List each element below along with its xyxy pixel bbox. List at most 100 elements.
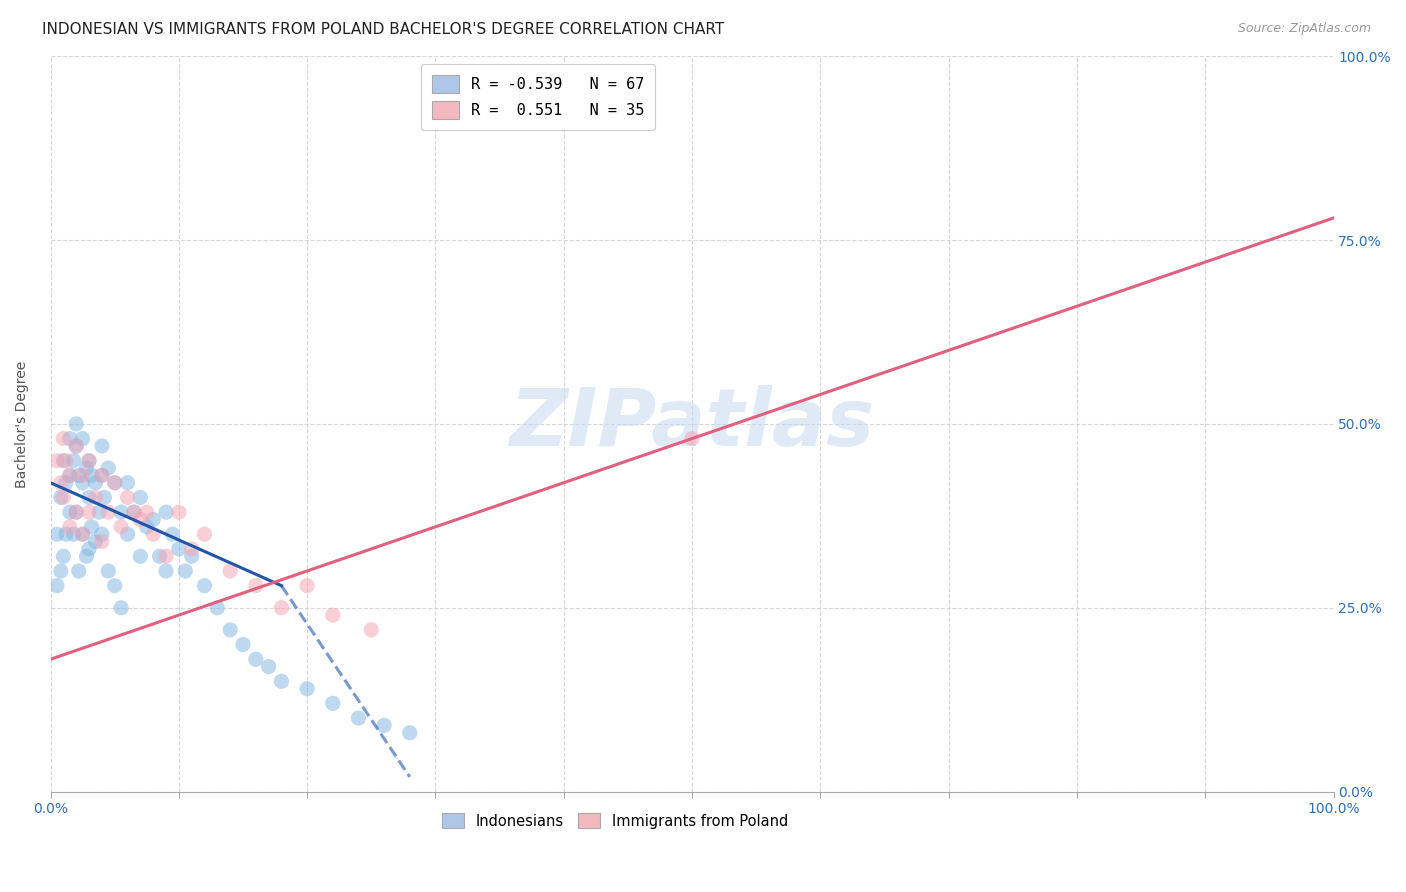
- Point: [90, 468, 112, 483]
- Point: [104, 579, 127, 593]
- Point: [77, 453, 100, 467]
- Point: [75, 461, 97, 475]
- Point: [84, 475, 107, 490]
- Point: [155, 549, 177, 564]
- Point: [347, 711, 370, 725]
- Text: ZIPatlas: ZIPatlas: [509, 384, 875, 463]
- Point: [84, 491, 107, 505]
- Point: [117, 475, 139, 490]
- Point: [52, 491, 75, 505]
- Point: [162, 527, 184, 541]
- Point: [142, 512, 165, 526]
- Point: [77, 491, 100, 505]
- Point: [97, 505, 120, 519]
- Point: [90, 527, 112, 541]
- Point: [193, 527, 215, 541]
- Point: [49, 475, 72, 490]
- Point: [167, 505, 190, 519]
- Point: [75, 549, 97, 564]
- Point: [89, 505, 111, 519]
- Point: [257, 659, 280, 673]
- Point: [49, 564, 72, 578]
- Point: [155, 564, 177, 578]
- Point: [174, 564, 197, 578]
- Point: [117, 527, 139, 541]
- Point: [55, 475, 77, 490]
- Point: [80, 520, 103, 534]
- Point: [90, 439, 112, 453]
- Point: [219, 564, 242, 578]
- Point: [49, 491, 72, 505]
- Point: [65, 417, 87, 431]
- Point: [180, 549, 202, 564]
- Point: [67, 564, 90, 578]
- Point: [155, 505, 177, 519]
- Point: [65, 505, 87, 519]
- Point: [322, 608, 344, 623]
- Point: [65, 505, 87, 519]
- Point: [72, 468, 94, 483]
- Point: [149, 549, 172, 564]
- Point: [207, 600, 229, 615]
- Point: [77, 453, 100, 467]
- Point: [110, 520, 132, 534]
- Point: [52, 549, 75, 564]
- Point: [322, 697, 344, 711]
- Point: [90, 534, 112, 549]
- Point: [122, 505, 145, 519]
- Point: [295, 579, 318, 593]
- Point: [72, 527, 94, 541]
- Point: [45, 453, 67, 467]
- Point: [97, 461, 120, 475]
- Point: [135, 520, 157, 534]
- Point: [72, 475, 94, 490]
- Point: [373, 718, 395, 732]
- Point: [117, 491, 139, 505]
- Point: [59, 432, 82, 446]
- Point: [245, 579, 267, 593]
- Point: [72, 432, 94, 446]
- Point: [167, 541, 190, 556]
- Point: [193, 579, 215, 593]
- Point: [110, 600, 132, 615]
- Legend: Indonesians, Immigrants from Poland: Indonesians, Immigrants from Poland: [434, 805, 796, 836]
- Point: [67, 468, 90, 483]
- Point: [77, 541, 100, 556]
- Point: [59, 505, 82, 519]
- Point: [45, 527, 67, 541]
- Point: [80, 468, 103, 483]
- Point: [77, 505, 100, 519]
- Point: [104, 475, 127, 490]
- Point: [219, 623, 242, 637]
- Point: [59, 468, 82, 483]
- Point: [295, 681, 318, 696]
- Point: [104, 475, 127, 490]
- Point: [65, 439, 87, 453]
- Point: [55, 527, 77, 541]
- Point: [84, 534, 107, 549]
- Point: [270, 600, 292, 615]
- Point: [681, 432, 703, 446]
- Point: [93, 491, 115, 505]
- Point: [90, 468, 112, 483]
- Point: [360, 623, 382, 637]
- Y-axis label: Bachelor's Degree: Bachelor's Degree: [15, 360, 30, 488]
- Point: [59, 520, 82, 534]
- Text: INDONESIAN VS IMMIGRANTS FROM POLAND BACHELOR'S DEGREE CORRELATION CHART: INDONESIAN VS IMMIGRANTS FROM POLAND BAC…: [42, 22, 724, 37]
- Point: [245, 652, 267, 666]
- Point: [135, 505, 157, 519]
- Point: [45, 579, 67, 593]
- Point: [62, 527, 84, 541]
- Point: [122, 505, 145, 519]
- Point: [55, 453, 77, 467]
- Point: [59, 468, 82, 483]
- Point: [129, 549, 152, 564]
- Point: [180, 541, 202, 556]
- Point: [72, 527, 94, 541]
- Point: [142, 527, 165, 541]
- Text: Source: ZipAtlas.com: Source: ZipAtlas.com: [1237, 22, 1371, 36]
- Point: [52, 453, 75, 467]
- Point: [398, 726, 420, 740]
- Point: [62, 453, 84, 467]
- Point: [52, 432, 75, 446]
